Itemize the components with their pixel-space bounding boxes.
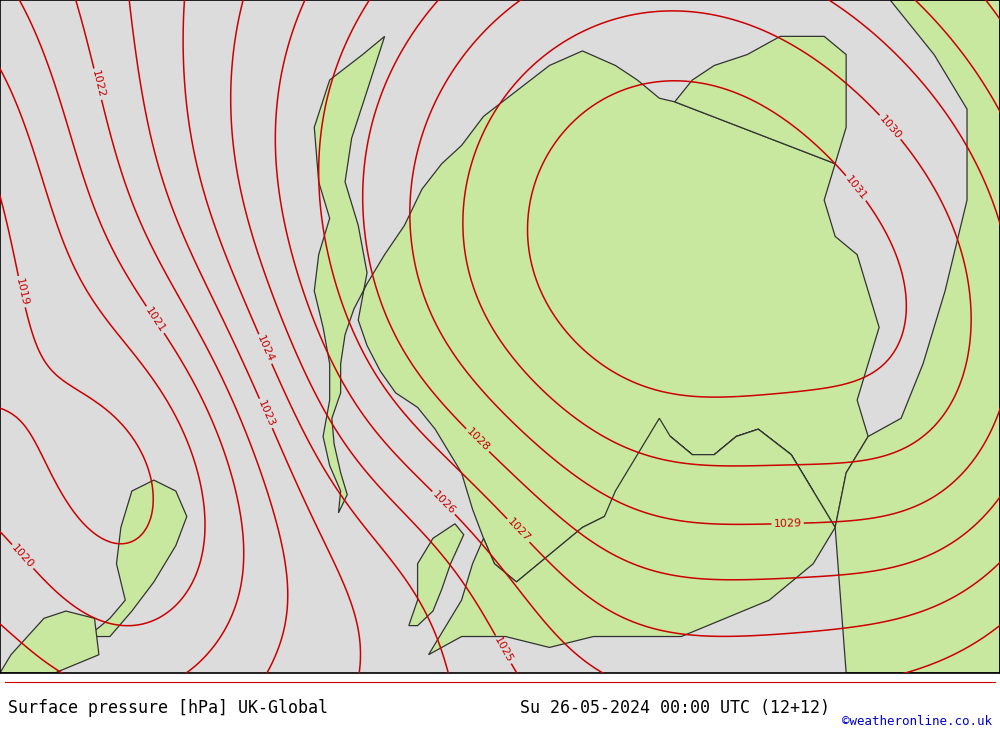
- Text: 1021: 1021: [143, 305, 167, 334]
- Text: 1020: 1020: [10, 542, 36, 570]
- Text: 1023: 1023: [256, 399, 276, 428]
- Text: Surface pressure [hPa] UK-Global: Surface pressure [hPa] UK-Global: [8, 699, 328, 717]
- Polygon shape: [409, 524, 464, 625]
- Text: Su 26-05-2024 00:00 UTC (12+12): Su 26-05-2024 00:00 UTC (12+12): [520, 699, 830, 717]
- Text: 1027: 1027: [505, 517, 532, 544]
- Text: 1026: 1026: [430, 490, 457, 516]
- Text: 1024: 1024: [255, 334, 276, 364]
- Text: 1028: 1028: [464, 427, 491, 454]
- Polygon shape: [314, 37, 879, 582]
- Polygon shape: [0, 611, 99, 673]
- Polygon shape: [429, 419, 835, 655]
- Text: 1030: 1030: [877, 114, 903, 141]
- Polygon shape: [675, 37, 846, 163]
- Text: 1031: 1031: [843, 174, 869, 202]
- Text: 1022: 1022: [90, 69, 106, 99]
- Text: ©weatheronline.co.uk: ©weatheronline.co.uk: [842, 715, 992, 728]
- Text: 1025: 1025: [492, 635, 515, 664]
- Text: 1019: 1019: [14, 277, 30, 306]
- Polygon shape: [66, 480, 187, 636]
- Text: 1029: 1029: [773, 518, 802, 529]
- Polygon shape: [835, 0, 1000, 673]
